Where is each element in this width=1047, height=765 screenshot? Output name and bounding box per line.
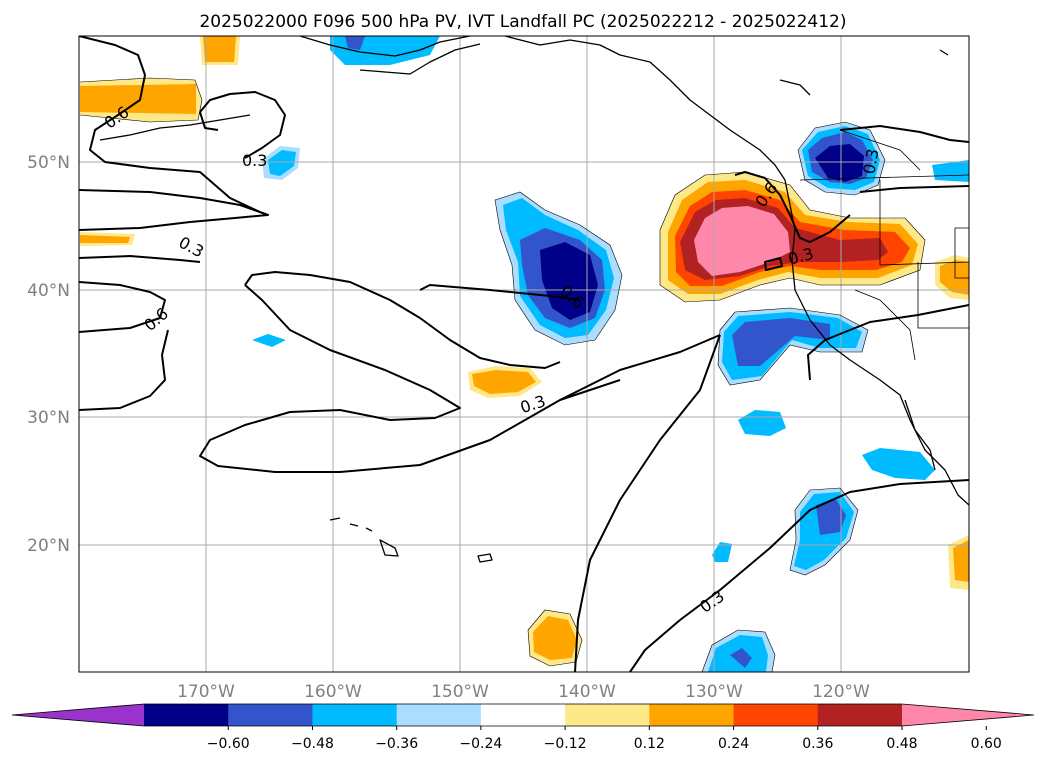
anomaly-region — [940, 260, 969, 295]
anomaly-region — [80, 84, 196, 114]
anomaly-region — [252, 334, 286, 347]
anomaly-region — [80, 235, 130, 243]
anomaly-region — [268, 150, 296, 176]
colorbar-tick-label: −0.24 — [459, 736, 502, 752]
colorbar — [11, 703, 1035, 727]
colorbar-tick-label: 0.24 — [718, 736, 749, 752]
colorbar-tick-label: 0.36 — [802, 736, 833, 752]
anomaly-region — [712, 542, 732, 562]
lat-label: 30°N — [27, 408, 70, 428]
colorbar-swatch — [144, 704, 229, 726]
anomaly-region — [816, 498, 846, 535]
anomaly-region — [730, 648, 752, 668]
anomaly-region — [203, 36, 236, 62]
coastlines — [99, 36, 969, 563]
lon-label: 130°W — [685, 682, 743, 702]
colorbar-swatch — [733, 704, 819, 726]
anomaly-region — [533, 616, 577, 660]
colorbar-tick-label: 0.48 — [886, 736, 917, 752]
colorbar-swatch — [312, 704, 398, 726]
colorbar-tick-label: −0.60 — [207, 736, 250, 752]
lat-label: 50°N — [27, 153, 70, 173]
colorbar-extend-low — [12, 704, 144, 726]
lon-label: 150°W — [431, 682, 489, 702]
graticule — [79, 36, 969, 672]
anomaly-region — [694, 206, 790, 276]
colorbar-swatch — [649, 704, 735, 726]
colorbar-tick-label: −0.12 — [544, 736, 587, 752]
colorbar-tick-label: −0.48 — [291, 736, 334, 752]
pv-contours — [79, 36, 969, 672]
map-frame — [78, 35, 970, 673]
longitude-labels: 170°W 160°W 150°W 140°W 130°W 120°W — [177, 682, 870, 702]
anomaly-region — [953, 540, 969, 582]
contour-label: 0.3 — [859, 147, 882, 175]
figure-title: 2025022000 F096 500 hPa PV, IVT Landfall… — [199, 12, 846, 32]
anomaly-region — [345, 36, 365, 50]
colorbar-tick-label: −0.36 — [375, 736, 418, 752]
anomaly-outlines — [79, 77, 926, 672]
colorbar-tick-label: 0.12 — [634, 736, 665, 752]
anomaly-region — [472, 370, 536, 394]
colorbar-tick-label: 0.60 — [971, 736, 1002, 752]
anomaly-region — [815, 144, 864, 182]
colorbar-swatch — [228, 704, 313, 726]
anomaly-region — [932, 160, 969, 182]
lat-label: 40°N — [27, 281, 70, 301]
lon-label: 140°W — [558, 682, 616, 702]
lon-label: 170°W — [177, 682, 235, 702]
colorbar-swatch — [565, 704, 650, 726]
political-borders — [799, 129, 969, 361]
colorbar-swatch — [817, 704, 903, 726]
lat-label: 20°N — [27, 536, 70, 556]
latitude-labels: 50°N 40°N 30°N 20°N — [27, 153, 70, 556]
anomaly-region — [862, 448, 935, 480]
lon-label: 120°W — [812, 682, 870, 702]
lon-label: 160°W — [304, 682, 362, 702]
map-content: 0.6 0.3 0.3 0.6 0.6 0.3 0.3 0.6 0.3 0.3 — [79, 36, 969, 672]
anomaly-region — [732, 318, 830, 366]
pv-shading — [80, 36, 969, 672]
colorbar-extend-high — [902, 704, 1034, 726]
colorbar-tick-labels: −0.60 −0.48 −0.36 −0.24 −0.12 0.12 0.24 0.36 0.4… — [207, 726, 1002, 752]
anomaly-region — [540, 242, 598, 320]
contour-label: 0.3 — [242, 151, 267, 170]
colorbar-swatch — [396, 704, 482, 726]
colorbar-swatch — [480, 704, 566, 726]
colorbar-outline — [11, 703, 1035, 727]
